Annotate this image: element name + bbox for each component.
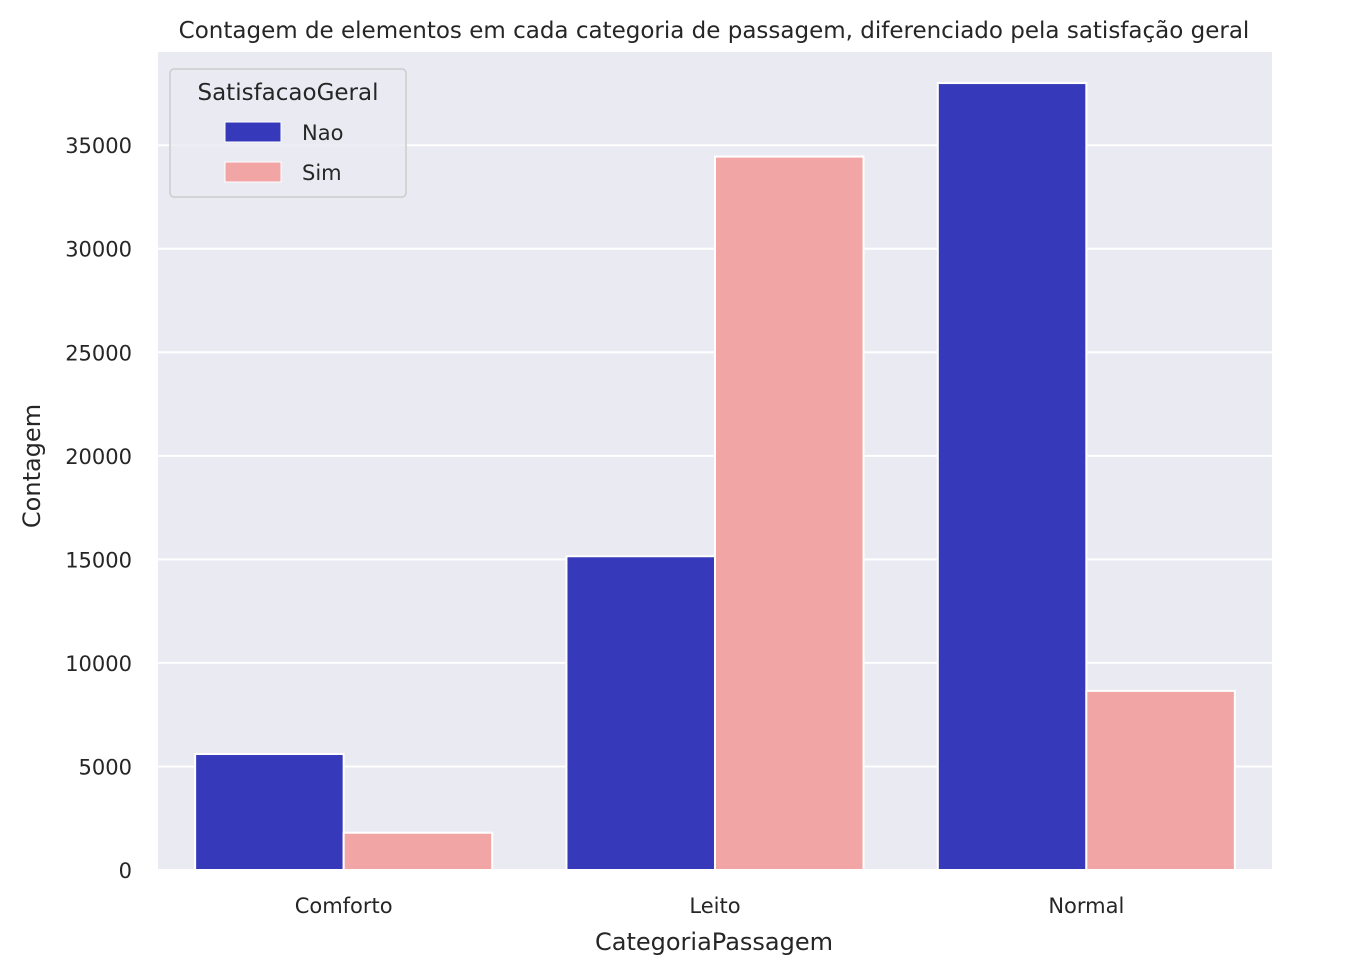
bars (194, 82, 1236, 872)
y-axis-label: Contagem (18, 404, 46, 528)
legend-label: Nao (302, 121, 343, 145)
bar-sim-comforto (342, 831, 494, 872)
y-tick-label: 15000 (65, 548, 132, 572)
x-tick-label: Leito (689, 894, 740, 918)
y-tick-label: 5000 (79, 755, 132, 779)
y-tick-label: 20000 (65, 445, 132, 469)
bar-sim-normal (1085, 689, 1236, 871)
x-axis-ticks: Comforto Leito Normal (295, 894, 1125, 918)
legend: SatisfacaoGeral Nao Sim (169, 68, 407, 198)
y-axis-ticks: 0 5000 10000 15000 20000 25000 30000 35000 (65, 134, 132, 883)
y-tick-label: 35000 (65, 134, 132, 158)
legend-swatch (224, 161, 282, 183)
bar-sim-leito (714, 155, 865, 871)
legend-label: Sim (302, 161, 342, 185)
legend-title: SatisfacaoGeral (197, 80, 378, 106)
x-tick-label: Comforto (295, 894, 393, 918)
y-tick-label: 30000 (65, 238, 132, 262)
chart-title: Contagem de elementos em cada categoria … (179, 18, 1250, 44)
x-axis-label: CategoriaPassagem (595, 928, 833, 956)
y-tick-label: 0 (119, 859, 132, 883)
legend-items: Nao Sim (224, 121, 343, 185)
bar-nao-comforto (194, 753, 345, 872)
x-tick-label: Normal (1048, 894, 1124, 918)
bar-nao-leito (565, 555, 717, 871)
y-tick-label: 25000 (65, 341, 132, 365)
bar-nao-normal (936, 82, 1088, 871)
y-tick-label: 10000 (65, 652, 132, 676)
legend-swatch (224, 121, 282, 143)
